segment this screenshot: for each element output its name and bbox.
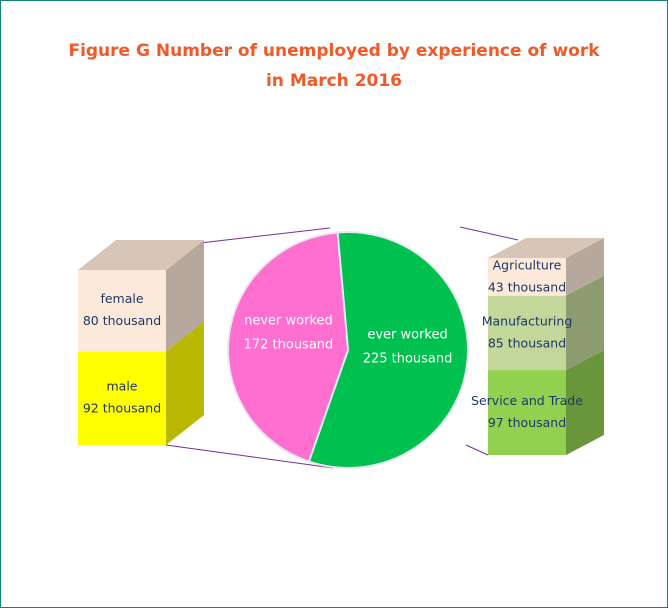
value-label: 97 thousand — [488, 415, 566, 430]
bar-top — [488, 238, 604, 258]
bar — [488, 258, 566, 296]
chart-title: Figure G Number of unemployed by experie… — [68, 41, 600, 91]
bar — [78, 270, 166, 352]
segment-label: Service and Trade — [471, 393, 583, 408]
segment-label: Manufacturing — [482, 313, 573, 328]
segment-label: female — [100, 291, 143, 306]
slice-label: never worked — [244, 313, 333, 328]
value-label: 80 thousand — [83, 313, 161, 328]
bar-side — [166, 240, 204, 352]
segment-label: male — [107, 379, 138, 394]
bar-top — [78, 240, 204, 270]
value-label: 92 thousand — [83, 401, 161, 416]
bar — [78, 351, 166, 445]
slice-label: ever worked — [367, 328, 447, 343]
bar-side — [166, 321, 204, 445]
bar — [488, 295, 566, 371]
bar-side — [566, 350, 604, 455]
pie-slice — [307, 231, 469, 469]
bar-side — [566, 238, 604, 296]
value-label: 85 thousand — [488, 335, 566, 350]
value-label: 43 thousand — [488, 279, 566, 294]
bar — [488, 370, 566, 455]
value-label: 225 thousand — [363, 352, 453, 367]
value-label: 172 thousand — [244, 337, 334, 352]
bar-side — [566, 275, 604, 371]
connector — [465, 444, 489, 456]
connector — [199, 227, 331, 244]
segment-label: Agriculture — [493, 257, 562, 272]
connector — [165, 444, 334, 469]
connector — [459, 226, 519, 241]
pie-slice — [227, 231, 350, 463]
